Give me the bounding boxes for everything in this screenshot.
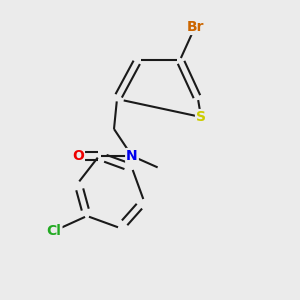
Text: N: N — [126, 149, 138, 163]
Text: Cl: Cl — [46, 224, 62, 238]
Text: S: S — [196, 110, 206, 124]
Text: O: O — [72, 149, 84, 163]
Text: Br: Br — [186, 20, 204, 34]
